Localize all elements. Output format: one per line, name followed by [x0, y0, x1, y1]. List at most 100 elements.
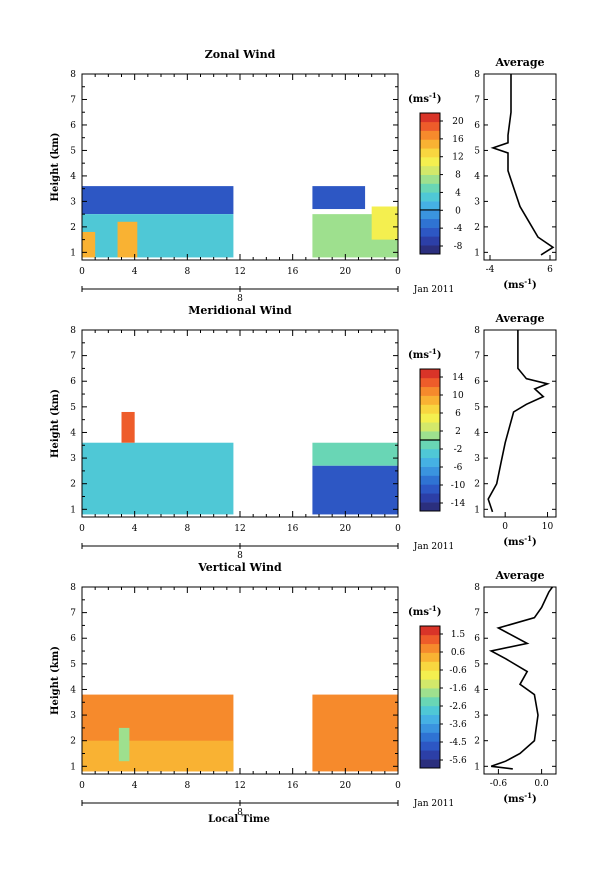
chart-title: Zonal Wind — [205, 48, 276, 61]
chart-title: Vertical Wind — [197, 561, 282, 574]
colorbar-tick-label: 10 — [452, 391, 464, 401]
chart-title: Meridional Wind — [188, 304, 292, 317]
colorbar-tick-label: -3.6 — [449, 720, 467, 730]
data-block — [117, 221, 138, 258]
x-tick-label: 20 — [340, 524, 352, 534]
colorbar-cell — [420, 670, 440, 680]
x-tick-label: 16 — [287, 524, 299, 534]
colorbar-frame — [419, 625, 441, 769]
colorbar-cell — [420, 130, 440, 140]
colorbar-cell — [420, 714, 440, 724]
colorbar-cell — [420, 705, 440, 716]
colorbar-cell — [420, 697, 440, 707]
colorbar-cell — [420, 227, 440, 237]
colorbar-cell — [420, 484, 440, 494]
colorbar-cell — [420, 201, 440, 211]
profile-y-tick-label: 6 — [474, 634, 480, 644]
colorbar-cell — [420, 493, 440, 503]
data-block — [82, 214, 234, 258]
x-tick-label: 8 — [184, 781, 190, 791]
y-tick-label: 3 — [70, 711, 76, 721]
x-tick-label: 16 — [287, 781, 299, 791]
profile-y-tick-label: 8 — [474, 583, 480, 593]
colorbar-units: (ms-1) — [408, 91, 441, 105]
profile-x-tick-label: -4 — [486, 265, 495, 275]
data-blocks — [82, 694, 398, 772]
profile-x-label: (ms-1) — [503, 534, 536, 548]
profile-y-tick-label: 4 — [474, 428, 480, 438]
colorbar-cell — [420, 183, 440, 193]
y-tick-label: 4 — [70, 172, 76, 182]
date-label: Jan 2011 — [413, 542, 455, 552]
profile-line — [487, 330, 551, 513]
profile-y-tick-label: 4 — [474, 172, 480, 182]
colorbar-tick-label: -4 — [454, 224, 463, 234]
date-tick-label: 8 — [237, 294, 243, 304]
colorbar-tick-label: -2 — [454, 445, 463, 455]
colorbar-tick-label: 8 — [455, 171, 461, 181]
y-tick-label: 5 — [70, 660, 76, 670]
profile-frame — [483, 73, 557, 261]
colorbar-cell — [420, 377, 440, 388]
y-tick-label: 3 — [70, 197, 76, 207]
colorbar-tick-label: 1.5 — [451, 630, 466, 640]
y-tick-label: 7 — [70, 352, 76, 362]
colorbar-cell — [420, 457, 440, 467]
profile-x-tick-label: 0.0 — [534, 779, 549, 789]
colorbar-cell — [420, 218, 440, 228]
colorbar-cell — [420, 165, 440, 175]
y-tick-label: 4 — [70, 428, 76, 438]
profile-y-tick-label: 3 — [474, 454, 480, 464]
y-tick-label: 5 — [70, 403, 76, 413]
colorbar-cell — [420, 431, 440, 441]
y-tick-label: 6 — [70, 377, 76, 387]
colorbar-tick-label: 4 — [455, 188, 461, 198]
colorbar-tick-label: 14 — [452, 373, 464, 383]
colorbar-cell — [420, 732, 440, 742]
profile-y-tick-label: 7 — [474, 352, 480, 362]
colorbar-units: (ms-1) — [408, 604, 441, 618]
profile-x-tick-label: 0 — [502, 522, 508, 532]
y-tick-label: 7 — [70, 609, 76, 619]
colorbar-cell — [420, 626, 440, 636]
data-blocks — [82, 186, 398, 258]
colorbar-cell — [420, 643, 440, 653]
colorbar-tick-label: 16 — [452, 135, 464, 145]
colorbar-tick-label: -5.6 — [449, 756, 467, 766]
profile-y-tick-label: 5 — [474, 146, 480, 156]
colorbar-tick-label: 12 — [452, 153, 463, 163]
profile-y-tick-label: 1 — [474, 248, 480, 258]
colorbar-tick-label: 2 — [455, 427, 461, 437]
colorbar-cell — [420, 369, 440, 379]
profile-y-tick-label: 5 — [474, 403, 480, 413]
colorbar-cell — [420, 139, 440, 149]
x-tick-label: 12 — [234, 524, 245, 534]
colorbar-cell — [420, 759, 440, 769]
colorbar-frame — [419, 112, 441, 255]
colorbar-cell — [420, 679, 440, 689]
x-tick-label: 8 — [184, 524, 190, 534]
x-tick-label: 20 — [340, 267, 352, 277]
colorbar-cell — [420, 475, 440, 485]
data-block — [121, 411, 135, 443]
profile-x-tick-label: 6 — [547, 265, 553, 275]
colorbar-cell — [420, 395, 440, 405]
profile-x-tick-label: 10 — [542, 522, 554, 532]
data-blocks — [82, 411, 398, 515]
colorbar-cell — [420, 209, 440, 220]
y-tick-label: 1 — [70, 762, 76, 772]
data-block — [82, 186, 234, 215]
y-tick-label: 1 — [70, 248, 76, 258]
y-tick-label: 1 — [70, 505, 76, 515]
colorbar-cell — [420, 174, 440, 184]
date-label: Jan 2011 — [413, 799, 455, 809]
colorbar-tick-label: -14 — [451, 499, 466, 509]
colorbar-tick-label: -10 — [451, 481, 466, 491]
y-tick-label: 2 — [70, 737, 76, 747]
colorbar-tick-label: 0.6 — [451, 648, 466, 658]
colorbar-cell — [420, 386, 440, 396]
y-tick-label: 2 — [70, 223, 76, 233]
colorbar-cell — [420, 148, 440, 158]
